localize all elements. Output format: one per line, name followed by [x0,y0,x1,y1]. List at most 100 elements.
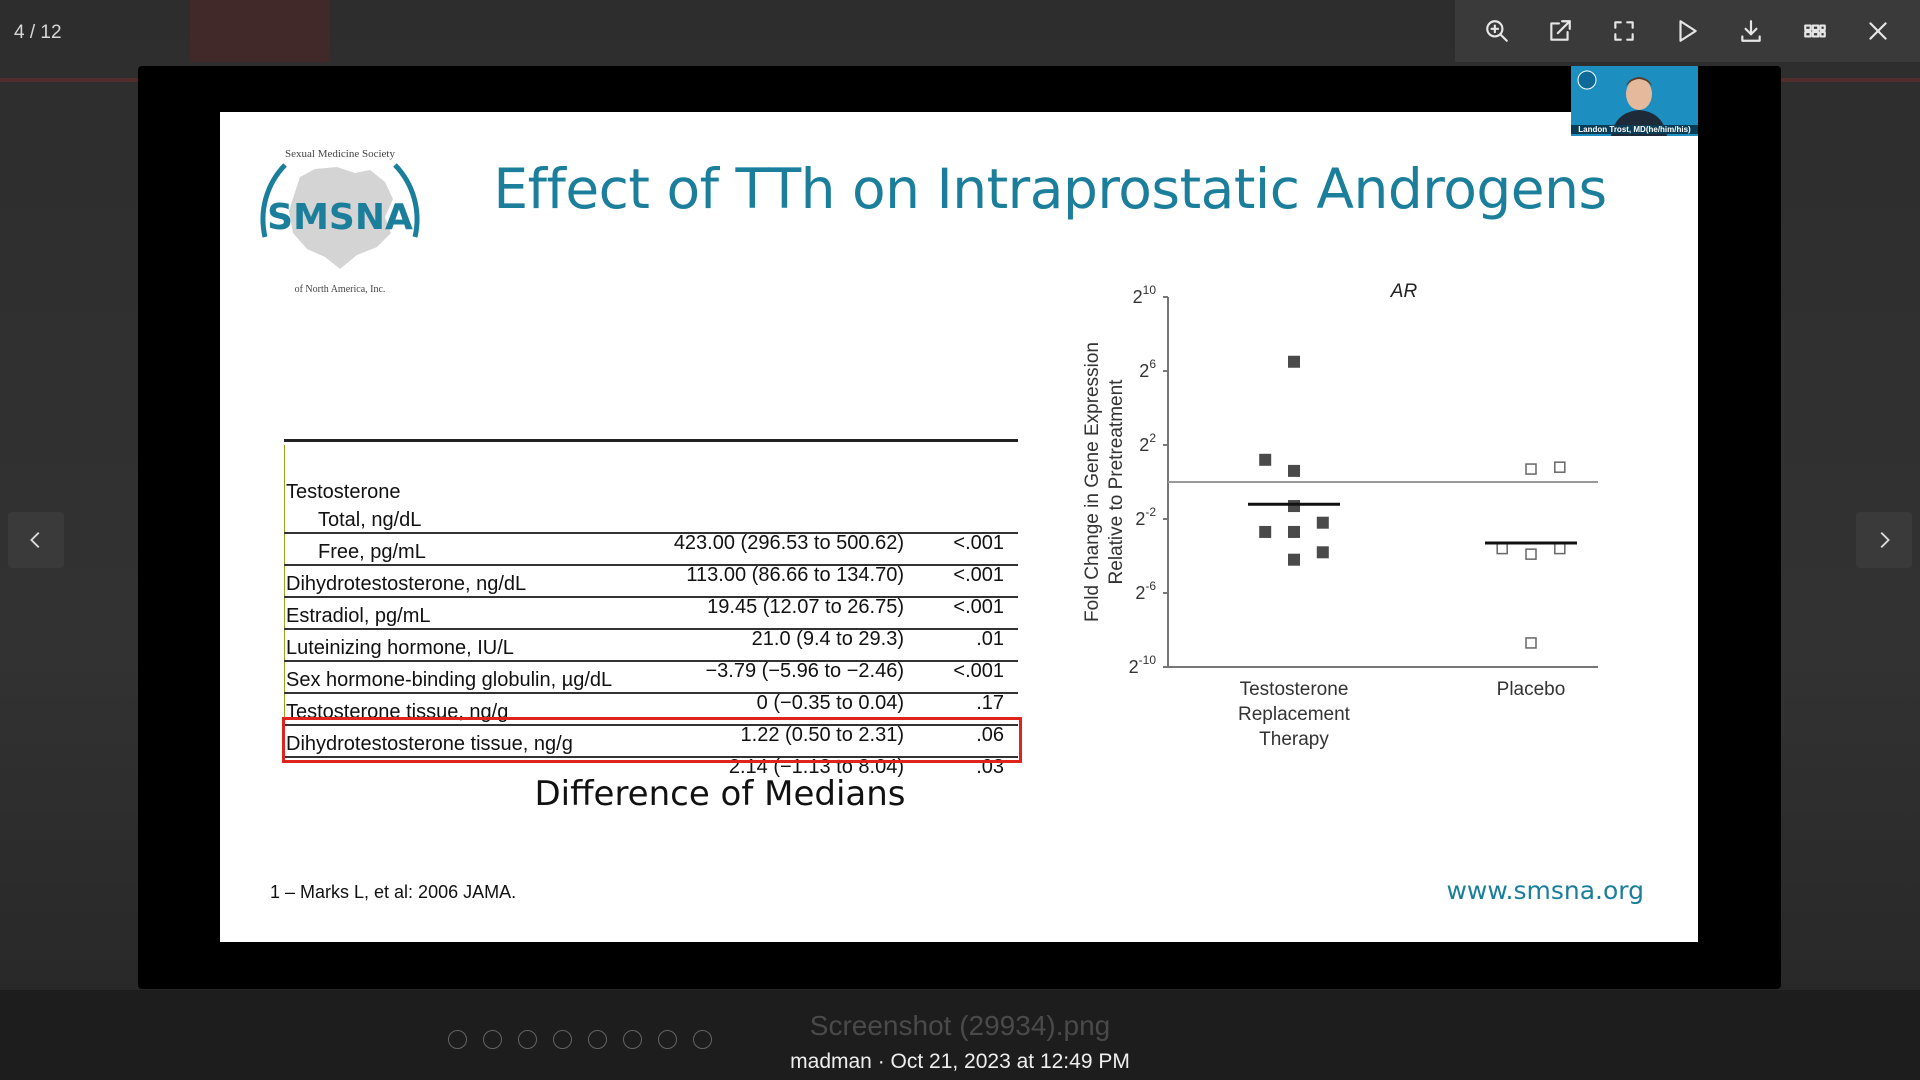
y-tick-label: 2-2 [1135,505,1156,529]
play-slideshow-button[interactable] [1669,13,1705,49]
data-point [1554,461,1566,473]
website-url[interactable]: www.smsna.org [1446,876,1644,905]
y-tick-label: 22 [1139,431,1156,455]
row-p-value: <.001 [953,660,1004,682]
row-rule [284,564,1018,566]
row-label: Testosterone [286,481,401,503]
row-label: Total, ng/dL [318,509,422,531]
control-dot[interactable] [553,1030,572,1049]
background-filename: Screenshot (29934).png [809,1010,1111,1041]
table-top-rule [284,439,1018,442]
table-row: Luteinizing hormone, IU/L −3.79 (−5.96 to… [284,632,1018,682]
background-header-block [190,0,330,62]
fullscreen-button[interactable] [1606,13,1642,49]
row-label: Estradiol, pg/mL [286,605,431,627]
table-left-rule [284,445,285,761]
previous-image-button[interactable] [8,512,64,568]
play-icon [1679,20,1698,42]
x-category-label: Testosterone Replacement Therapy [1238,679,1351,750]
data-point [1525,637,1537,649]
control-dot[interactable] [518,1030,537,1049]
row-p-value: .17 [976,692,1004,714]
row-label: Luteinizing hormone, IU/L [286,637,514,659]
row-label: Sex hormone-binding globulin, µg/dL [286,669,613,691]
presentation-slide: Sexual Medicine Society SMSNA of North A… [220,112,1698,1049]
row-p-value: .01 [976,628,1004,650]
zoom-in-button[interactable] [1479,13,1515,49]
y-axis-label: Fold Change in Gene Expression Relative t… [1082,342,1127,622]
open-external-button[interactable] [1542,13,1578,49]
data-point [1554,542,1566,555]
presenter-video: Landon Trost, MD(he/him/his) [1571,66,1698,136]
close-button[interactable] [1860,13,1896,49]
next-image-button[interactable] [1856,512,1912,568]
data-point [1288,500,1300,513]
data-point [1288,464,1300,477]
row-label: Dihydrotestosterone tissue, ng/g [286,733,573,755]
row-label: Free, pg/mL [318,541,426,563]
fullscreen-icon [1614,21,1634,41]
row-value: 1.22 (0.50 to 2.31) [740,724,904,746]
image-metadata-footer: madman · Oct 21, 2023 at 12:49 PM [790,1050,1130,1073]
ar-scatter-chart: 210 26 22 2-2 2-6 2-10 AR Fold Change in Gene E… [1082,281,1598,750]
control-dot[interactable] [588,1030,607,1049]
download-button[interactable] [1733,13,1769,49]
data-point [1259,453,1272,466]
y-tick-label: 2-6 [1135,579,1156,603]
row-p-value: .06 [976,724,1004,746]
smsna-logo: Sexual Medicine Society SMSNA of North A… [260,148,420,295]
chevron-right-icon [1880,532,1890,548]
y-tick-label: 2-10 [1129,653,1157,677]
row-value: 19.45 (12.07 to 26.75) [707,596,904,618]
data-point [1288,553,1300,566]
presenter-name: Landon Trost, MD(he/him/his) [1571,125,1698,134]
table-caption: Difference of Medians [534,774,906,814]
slide-controls [448,1030,712,1049]
table-row: Free, pg/mL 113.00 (86.66 to 134.70) <.001 [284,536,1018,586]
logo-top-text: Sexual Medicine Society [285,148,395,160]
row-rule [284,660,1018,662]
table-row: Estradiol, pg/mL 21.0 (9.4 to 29.3) .01 [284,600,1018,650]
control-dot[interactable] [448,1030,467,1049]
data-point [1525,463,1537,475]
row-rule [284,756,1018,758]
row-rule [284,692,1018,694]
data-point [1288,355,1300,368]
table-row: Sex hormone-binding globulin, µg/dL 0 (−0… [284,664,1018,714]
close-icon [1869,22,1887,40]
row-label: Dihydrotestosterone, ng/dL [286,573,527,595]
data-point [1316,546,1329,559]
control-dot[interactable] [658,1030,677,1049]
row-rule [284,596,1018,598]
table-row: Dihydrotestosterone, ng/dL 19.45 (12.07 t… [284,568,1018,618]
data-point [1525,548,1537,560]
open-external-icon [1550,20,1572,41]
x-category-label: Placebo [1497,679,1566,700]
row-value: −3.79 (−5.96 to −2.46) [705,660,905,682]
table-row: Testosterone [284,476,1018,506]
viewer-toolbar [1455,0,1920,62]
row-p-value: <.001 [953,596,1004,618]
control-dot[interactable] [693,1030,712,1049]
data-point [1316,516,1329,529]
zoom-in-icon [1485,20,1508,42]
control-dot[interactable] [483,1030,502,1049]
control-dot[interactable] [623,1030,642,1049]
y-tick-label: 210 [1133,283,1157,307]
chart-title: AR [1390,281,1418,302]
citation: 1 – Marks L, et al: 2006 JAMA. [270,882,517,902]
row-p-value: <.001 [953,532,1004,554]
row-value: 113.00 (86.66 to 134.70) [686,564,904,586]
logo-bottom-text: of North America, Inc. [295,284,386,295]
slide-title: Effect of TTh on Intraprostatic Androgen… [493,157,1607,221]
background-footer-area [0,990,1920,1080]
highlight-box [282,717,1022,763]
logo-name: SMSNA [267,197,413,238]
grid-view-button[interactable] [1797,13,1833,49]
row-value: 423.00 (296.53 to 500.62) [673,532,904,554]
row-rule [284,532,1018,534]
grid-icon [1803,24,1826,38]
row-rule [284,724,1018,726]
data-point [1259,525,1272,538]
row-rule [284,628,1018,630]
